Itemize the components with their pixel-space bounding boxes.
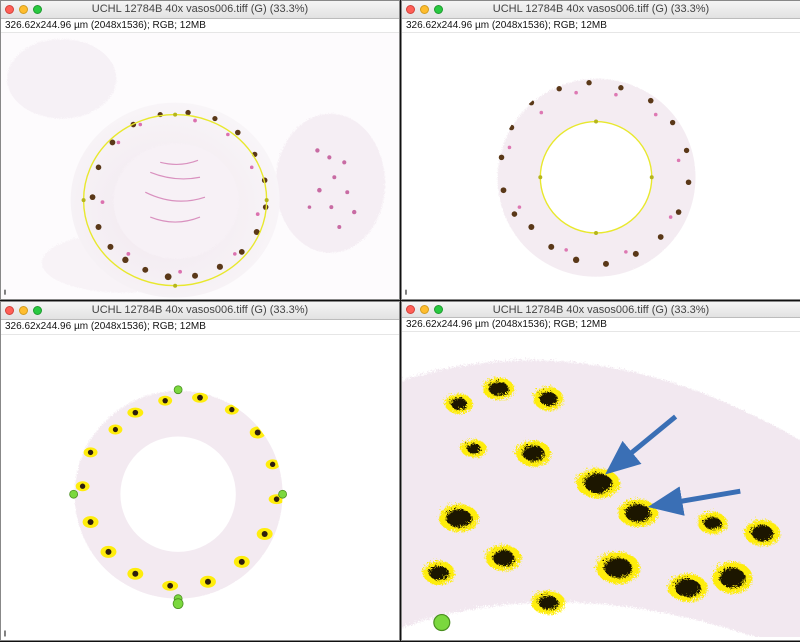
maximize-icon[interactable] [33,5,42,14]
close-icon[interactable] [5,5,14,14]
minimize-icon[interactable] [19,5,28,14]
info-bar: 326.62x244.96 µm (2048x1536); RGB; 12MB [402,19,800,34]
image-canvas-threshold[interactable] [1,335,399,640]
maximize-icon[interactable] [434,305,443,314]
titlebar[interactable]: UCHL 12784B 40x vasos006.tiff (G) (33.3%… [1,1,399,19]
image-canvas-original[interactable] [1,33,399,299]
window-controls [5,5,42,14]
close-icon[interactable] [406,305,415,314]
window-controls [5,306,42,315]
maximize-icon[interactable] [434,5,443,14]
window-title: UCHL 12784B 40x vasos006.tiff (G) (33.3%… [493,304,709,316]
maximize-icon[interactable] [33,306,42,315]
image-canvas-zoom[interactable] [402,332,800,640]
info-bar: 326.62x244.96 µm (2048x1536); RGB; 12MB [1,320,399,335]
image-canvas-ring[interactable] [402,33,800,299]
panel-bottom-right: UCHL 12784B 40x vasos006.tiff (G) (33.3%… [401,301,800,641]
minimize-icon[interactable] [19,306,28,315]
panel-bottom-left: UCHL 12784B 40x vasos006.tiff (G) (33.3%… [0,301,400,641]
window-title: UCHL 12784B 40x vasos006.tiff (G) (33.3%… [92,3,308,15]
image-info: 326.62x244.96 µm (2048x1536); RGB; 12MB [406,319,607,330]
titlebar[interactable]: UCHL 12784B 40x vasos006.tiff (G) (33.3%… [1,302,399,320]
window-controls [406,5,443,14]
panel-top-right: UCHL 12784B 40x vasos006.tiff (G) (33.3%… [401,0,800,300]
window-controls [406,305,443,314]
selection-handle[interactable] [434,614,450,630]
info-bar: 326.62x244.96 µm (2048x1536); RGB; 12MB [1,19,399,34]
image-info: 326.62x244.96 µm (2048x1536); RGB; 12MB [406,20,607,31]
image-info: 326.62x244.96 µm (2048x1536); RGB; 12MB [5,321,206,332]
titlebar[interactable]: UCHL 12784B 40x vasos006.tiff (G) (33.3%… [402,1,800,19]
window-title: UCHL 12784B 40x vasos006.tiff (G) (33.3%… [92,304,308,316]
minimize-icon[interactable] [420,305,429,314]
info-bar: 326.62x244.96 µm (2048x1536); RGB; 12MB [402,318,800,331]
close-icon[interactable] [406,5,415,14]
image-info: 326.62x244.96 µm (2048x1536); RGB; 12MB [5,20,206,31]
minimize-icon[interactable] [420,5,429,14]
close-icon[interactable] [5,306,14,315]
window-title: UCHL 12784B 40x vasos006.tiff (G) (33.3%… [493,3,709,15]
panel-top-left: UCHL 12784B 40x vasos006.tiff (G) (33.3%… [0,0,400,300]
titlebar[interactable]: UCHL 12784B 40x vasos006.tiff (G) (33.3%… [402,302,800,318]
